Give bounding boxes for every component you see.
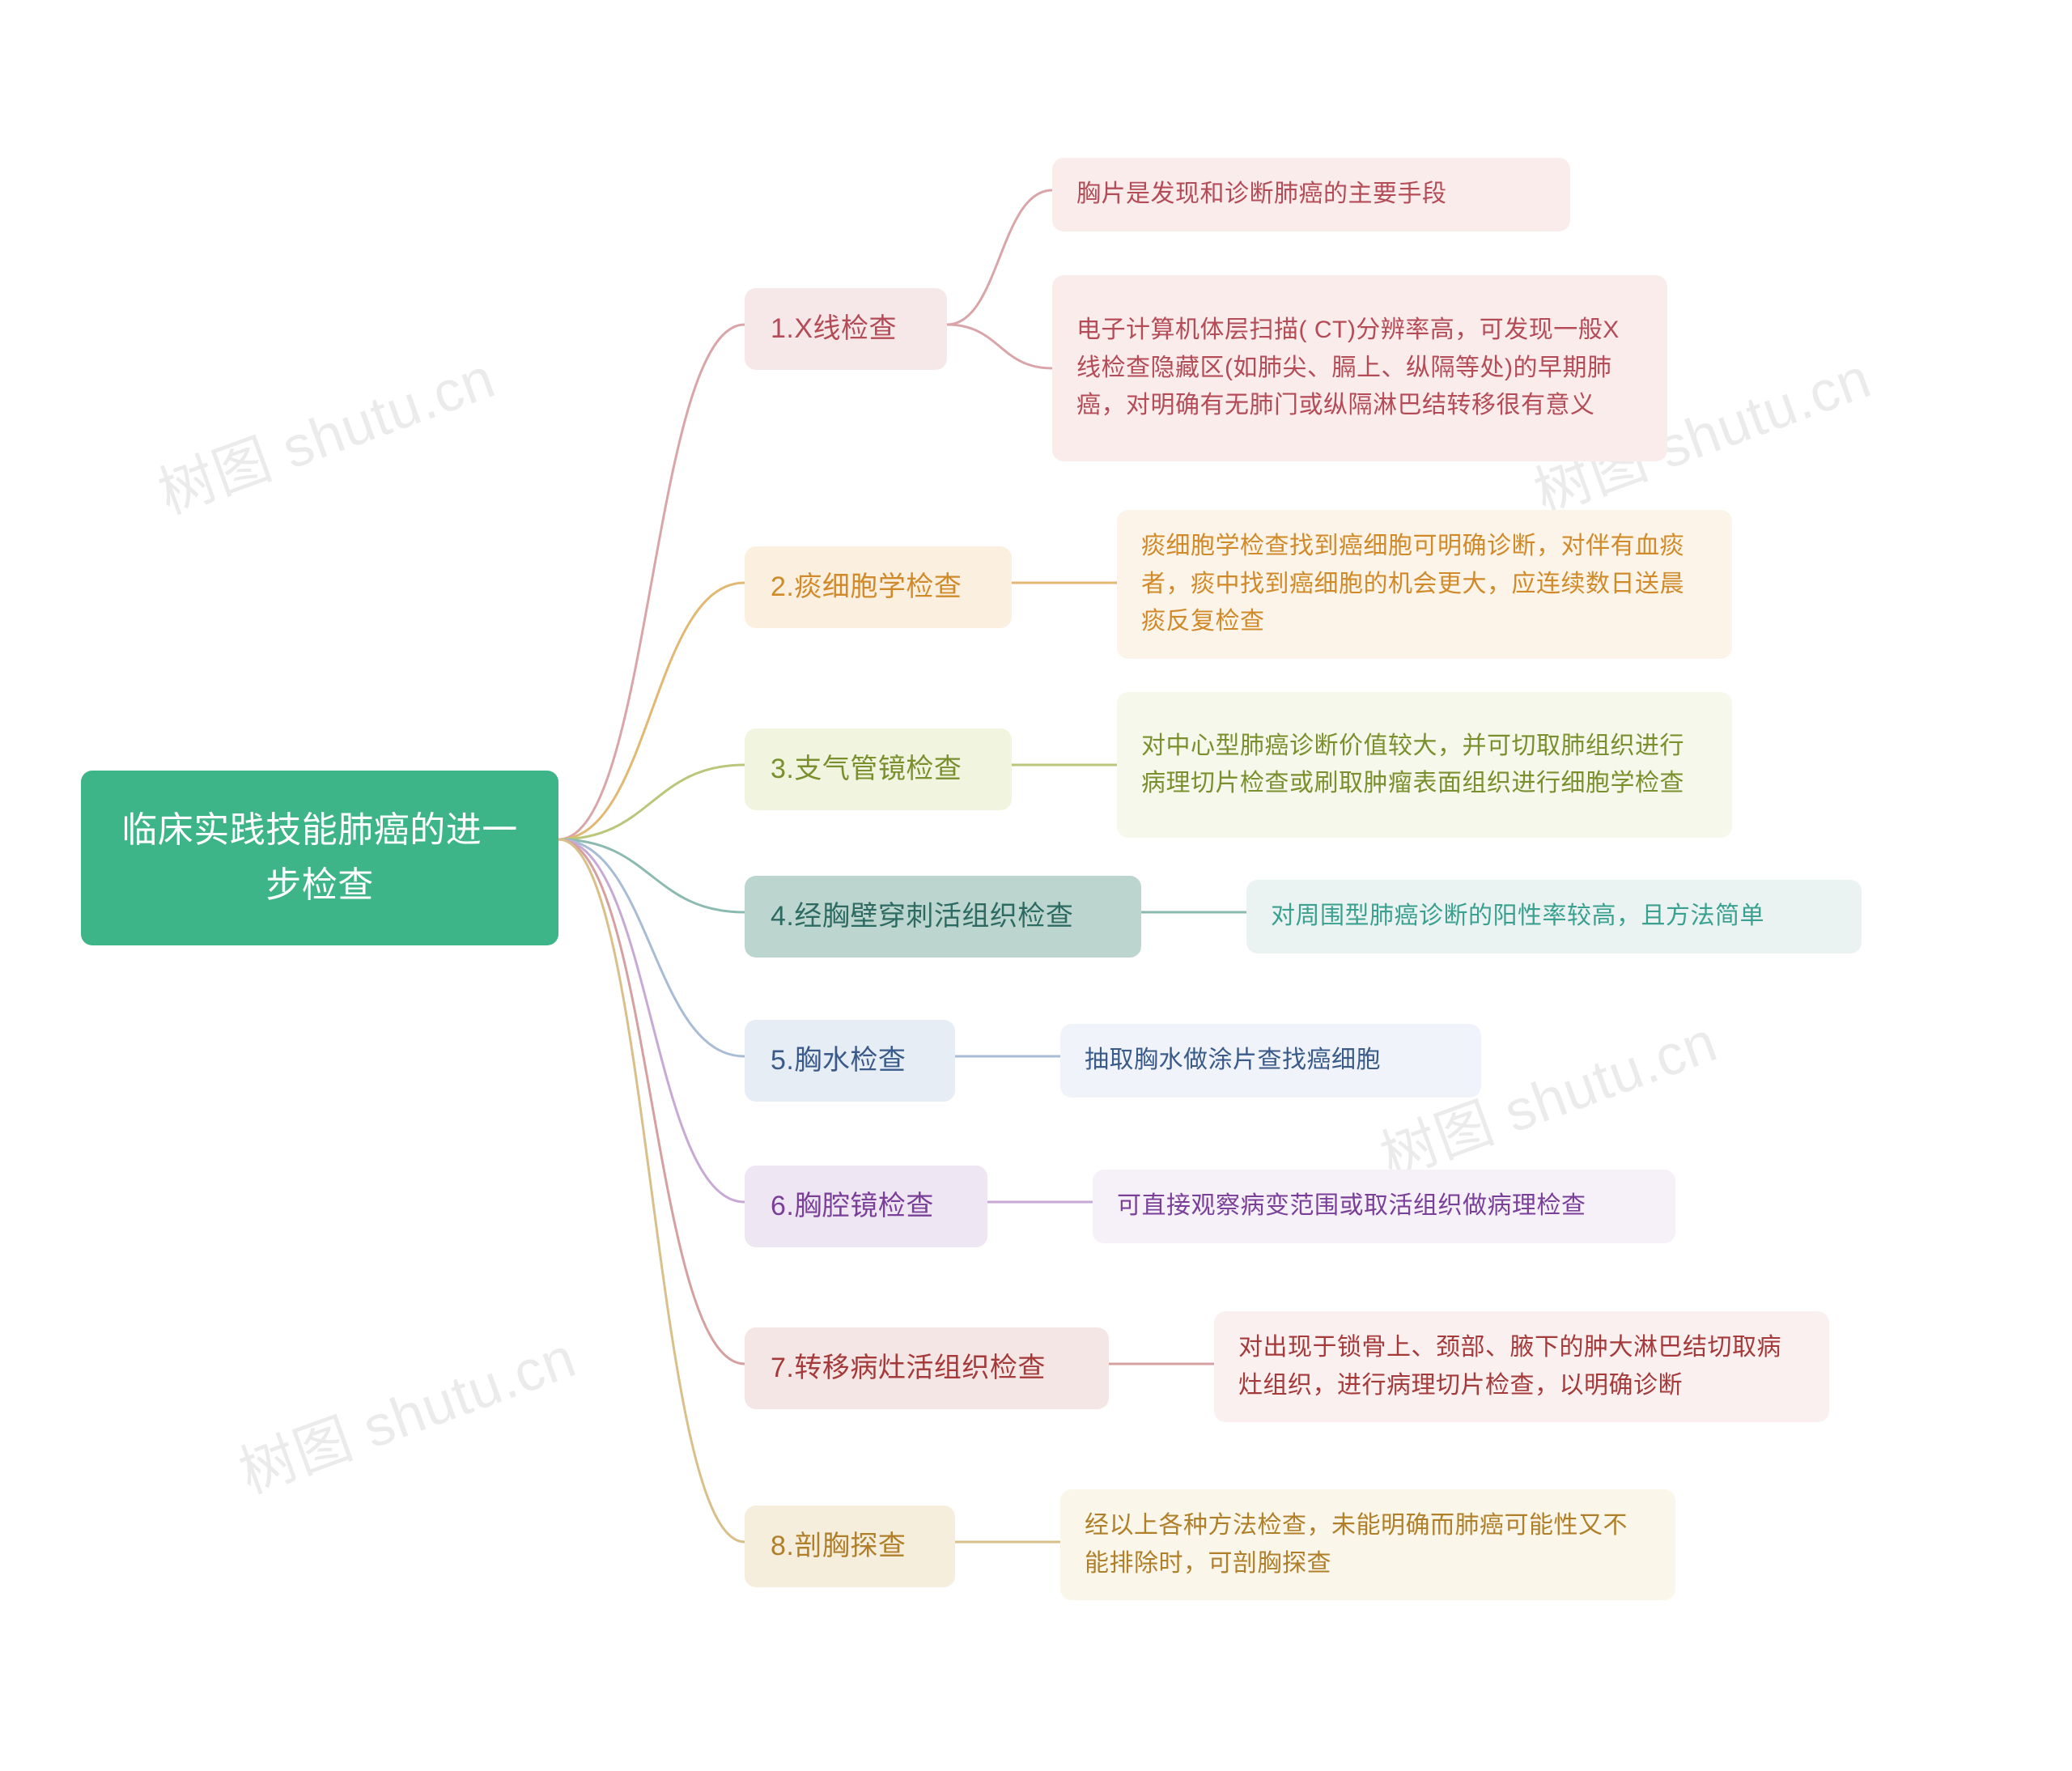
- leaf-b2l1-label: 痰细胞学检查找到癌细胞可明确诊断，对伴有血痰者，痰中找到癌细胞的机会更大，应连续…: [1141, 528, 1708, 641]
- branch-b3[interactable]: 3.支气管镜检查: [745, 728, 1012, 810]
- leaf-b6l1[interactable]: 可直接观察病变范围或取活组织做病理检查: [1093, 1170, 1675, 1243]
- branch-b7-label: 7.转移病灶活组织检查: [771, 1347, 1046, 1390]
- branch-b1[interactable]: 1.X线检查: [745, 288, 947, 370]
- root-node[interactable]: 临床实践技能肺癌的进一步检查: [81, 771, 558, 945]
- leaf-b1l1-label: 胸片是发现和诊断肺癌的主要手段: [1076, 176, 1447, 214]
- branch-b6-label: 6.胸腔镜检查: [771, 1185, 934, 1228]
- branch-b4[interactable]: 4.经胸壁穿刺活组织检查: [745, 876, 1141, 958]
- branch-b2-label: 2.痰细胞学检查: [771, 566, 962, 609]
- leaf-b5l1[interactable]: 抽取胸水做涂片查找癌细胞: [1060, 1024, 1481, 1098]
- branch-b5[interactable]: 5.胸水检查: [745, 1020, 955, 1102]
- leaf-b2l1[interactable]: 痰细胞学检查找到癌细胞可明确诊断，对伴有血痰者，痰中找到癌细胞的机会更大，应连续…: [1117, 510, 1732, 659]
- leaf-b3l1[interactable]: 对中心型肺癌诊断价值较大，并可切取肺组织进行病理切片检查或刷取肿瘤表面组织进行细…: [1117, 692, 1732, 838]
- branch-b1-label: 1.X线检查: [771, 308, 897, 350]
- branch-b6[interactable]: 6.胸腔镜检查: [745, 1166, 987, 1247]
- watermark: 树图 shutu.cn: [146, 333, 504, 530]
- leaf-b6l1-label: 可直接观察病变范围或取活组织做病理检查: [1117, 1187, 1586, 1225]
- watermark: 树图 shutu.cn: [227, 1312, 585, 1510]
- branch-b7[interactable]: 7.转移病灶活组织检查: [745, 1327, 1109, 1409]
- mindmap-canvas: 树图 shutu.cn树图 shutu.cn树图 shutu.cn树图 shut…: [0, 0, 2072, 1771]
- leaf-b1l2-label: 电子计算机体层扫描( CT)分辨率高，可发现一般X线检查隐藏区(如肺尖、膈上、纵…: [1076, 312, 1643, 425]
- leaf-b7l1-label: 对出现于锁骨上、颈部、腋下的肿大淋巴结切取病灶组织，进行病理切片检查，以明确诊断: [1238, 1329, 1805, 1404]
- leaf-b4l1[interactable]: 对周围型肺癌诊断的阳性率较高，且方法简单: [1246, 880, 1862, 953]
- leaf-b5l1-label: 抽取胸水做涂片查找癌细胞: [1085, 1042, 1381, 1080]
- leaf-b3l1-label: 对中心型肺癌诊断价值较大，并可切取肺组织进行病理切片检查或刷取肿瘤表面组织进行细…: [1141, 728, 1708, 803]
- leaf-b8l1[interactable]: 经以上各种方法检查，未能明确而肺癌可能性又不能排除时，可剖胸探查: [1060, 1489, 1675, 1600]
- branch-b3-label: 3.支气管镜检查: [771, 748, 962, 791]
- leaf-b4l1-label: 对周围型肺癌诊断的阳性率较高，且方法简单: [1271, 898, 1764, 936]
- branch-b4-label: 4.经胸壁穿刺活组织检查: [771, 895, 1073, 938]
- root-node-label: 临床实践技能肺癌的进一步检查: [105, 803, 534, 913]
- branch-b8[interactable]: 8.剖胸探查: [745, 1506, 955, 1587]
- branch-b2[interactable]: 2.痰细胞学检查: [745, 546, 1012, 628]
- leaf-b1l2[interactable]: 电子计算机体层扫描( CT)分辨率高，可发现一般X线检查隐藏区(如肺尖、膈上、纵…: [1052, 275, 1667, 461]
- leaf-b7l1[interactable]: 对出现于锁骨上、颈部、腋下的肿大淋巴结切取病灶组织，进行病理切片检查，以明确诊断: [1214, 1311, 1829, 1422]
- branch-b8-label: 8.剖胸探查: [771, 1525, 906, 1568]
- branch-b5-label: 5.胸水检查: [771, 1039, 906, 1082]
- leaf-b8l1-label: 经以上各种方法检查，未能明确而肺癌可能性又不能排除时，可剖胸探查: [1085, 1507, 1651, 1582]
- leaf-b1l1[interactable]: 胸片是发现和诊断肺癌的主要手段: [1052, 158, 1570, 231]
